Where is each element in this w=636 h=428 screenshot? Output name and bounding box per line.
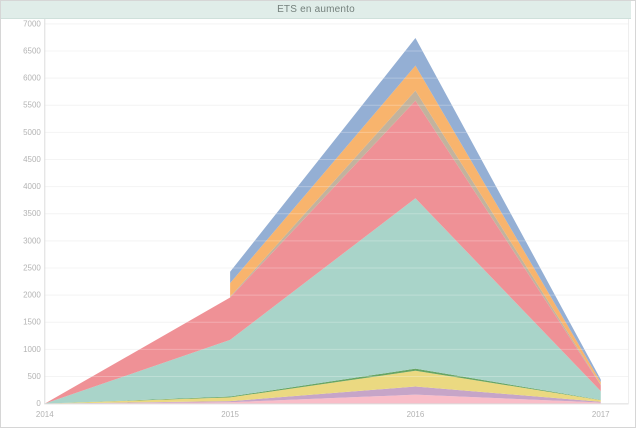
y-axis-tick-label: 3000: [23, 236, 41, 245]
area-series-purple[interactable]: [44, 386, 601, 404]
y-axis-tick-label: 6000: [23, 74, 41, 83]
chart-title-bar: ETS en aumento: [1, 1, 631, 19]
y-axis-tick-label: 2500: [23, 263, 41, 272]
y-axis-tick-label: 7000: [23, 19, 41, 28]
chart-title: ETS en aumento: [277, 4, 355, 15]
y-axis-tick-label: 2000: [23, 291, 41, 300]
y-axis-tick-label: 5500: [23, 101, 41, 110]
area-series-salmon[interactable]: [44, 100, 601, 404]
y-axis-tick-label: 4500: [23, 155, 41, 164]
x-axis-tick-label: 2016: [407, 410, 425, 419]
area-series-pink[interactable]: [44, 394, 601, 404]
y-axis-tick-label: 3500: [23, 209, 41, 218]
y-axis-tick-label: 5000: [23, 128, 41, 137]
x-axis-tick-label: 2015: [221, 410, 239, 419]
x-axis-tick-label: 2017: [592, 410, 610, 419]
area-series-yellow[interactable]: [44, 370, 601, 404]
y-axis-tick-label: 4000: [23, 182, 41, 191]
y-axis-tick-label: 1000: [23, 345, 41, 354]
area-series-green[interactable]: [44, 368, 601, 404]
y-axis-tick-label: 1500: [23, 318, 41, 327]
y-axis-tick-label: 6500: [23, 47, 41, 56]
y-axis-tick-label: 500: [28, 372, 42, 381]
x-axis-tick-label: 2014: [36, 410, 54, 419]
y-axis-tick-label: 0: [36, 399, 41, 408]
area-series-teal[interactable]: [44, 198, 601, 404]
